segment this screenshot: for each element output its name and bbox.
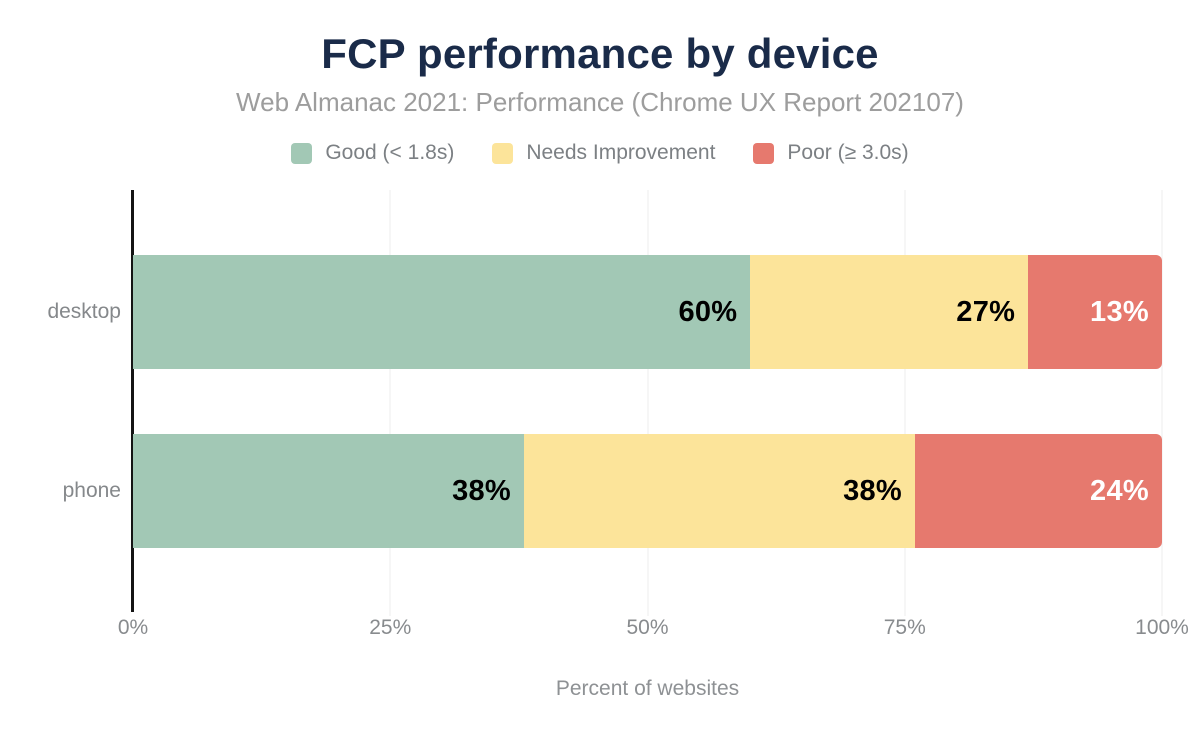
legend-swatch-needs-improvement [492, 142, 514, 164]
bar-value-label-phone-good: 38% [452, 474, 512, 507]
chart-subtitle: Web Almanac 2021: Performance (Chrome UX… [236, 87, 964, 117]
y-axis-label-phone: phone [62, 479, 121, 502]
y-axis-labels: desktop phone [0, 190, 121, 608]
x-axis-tick-100: 100% [1135, 616, 1189, 639]
legend-label-poor: Poor (≥ 3.0s) [787, 141, 909, 164]
x-axis-tick-75: 75% [883, 616, 926, 639]
gridline-75 [904, 190, 906, 616]
bar-value-label-phone-needs-improvement: 38% [843, 474, 903, 507]
x-axis-ticks: 0% 25% 50% 75% 100% [118, 616, 1189, 644]
x-axis-title: Percent of websites [555, 677, 740, 700]
legend-swatch-good [291, 142, 313, 164]
bar-segment-desktop-good: 60% [133, 255, 751, 369]
y-axis-label-desktop: desktop [47, 300, 121, 323]
legend: Good (< 1.8s) Needs Improvement Poor (≥ 3.… [0, 141, 1200, 165]
legend-item-poor: Poor (≥ 3.0s) [753, 141, 909, 165]
legend-label-needs-improvement: Needs Improvement [526, 141, 716, 164]
bar-segment-desktop-needs-improvement: 27% [750, 255, 1029, 369]
gridline-25 [389, 190, 391, 616]
y-axis-line [131, 190, 134, 612]
bar-segment-phone-good: 38% [133, 434, 525, 548]
x-axis-tick-25: 25% [369, 616, 412, 639]
bar-segment-desktop-poor: 13% [1028, 255, 1162, 369]
gridline-50 [647, 190, 648, 616]
legend-item-good: Good (< 1.8s) [291, 141, 454, 165]
x-axis-tick-50: 50% [626, 616, 669, 639]
bar-segment-phone-needs-improvement: 38% [524, 434, 916, 548]
chart-title: FCP performance by device [321, 30, 879, 77]
bar-row-phone: 38% 38% 24% [133, 434, 1162, 548]
bar-row-desktop: 60% 27% 13% [133, 255, 1162, 369]
bar-value-label-phone-poor: 24% [1090, 474, 1149, 507]
bar-value-label-desktop-needs-improvement: 27% [956, 295, 1016, 328]
legend-swatch-poor [753, 142, 775, 164]
bar-value-label-desktop-good: 60% [678, 295, 738, 328]
bar-segment-phone-poor: 24% [915, 434, 1162, 548]
plot-area: 60% 27% 13% 38% 38% 24% [131, 190, 1163, 616]
bar-value-label-desktop-poor: 13% [1090, 295, 1149, 328]
gridline-100 [1161, 190, 1163, 616]
legend-item-needs-improvement: Needs Improvement [492, 141, 715, 165]
legend-label-good: Good (< 1.8s) [325, 141, 455, 164]
x-axis-tick-0: 0% [117, 616, 149, 639]
